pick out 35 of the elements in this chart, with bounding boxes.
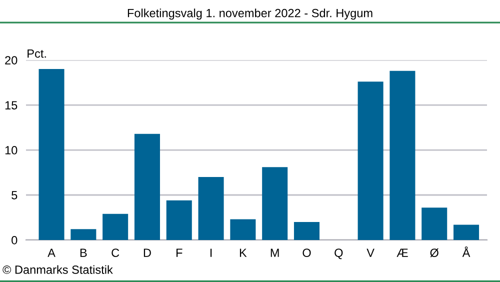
x-tick-label: B: [80, 248, 87, 257]
bar: [294, 222, 320, 240]
x-tick-label: A: [48, 248, 56, 257]
x-tick-label: F: [176, 248, 182, 257]
x-tick-label: C: [112, 248, 120, 257]
y-tick-label: 10: [5, 146, 18, 154]
x-tick-label: Å: [462, 246, 470, 257]
x-tick-label: Æ: [396, 248, 408, 257]
x-tick-label: Ø: [430, 248, 439, 258]
x-tick-label: V: [366, 248, 374, 257]
bar: [38, 69, 64, 240]
x-tick-label: K: [240, 248, 247, 257]
x-tick-label: M: [270, 248, 279, 257]
x-tick-label: O: [302, 248, 311, 257]
bar: [230, 219, 256, 240]
bar: [454, 224, 480, 240]
chart-title: Folketingsvalg 1. november 2022 - Sdr. Hygum: [128, 8, 372, 20]
y-tick-label: 20: [5, 56, 18, 64]
y-tick-label: 15: [5, 101, 18, 110]
bar: [198, 177, 224, 240]
bar: [166, 200, 192, 240]
y-tick-label: 0: [12, 236, 18, 244]
x-tick-label: Q: [334, 248, 343, 260]
bar: [262, 167, 288, 240]
x-tick-label: D: [144, 248, 151, 257]
y-axis-title: Pct.: [28, 49, 46, 58]
y-tick-label: 5: [12, 191, 18, 200]
bar: [70, 229, 96, 240]
bar: [422, 208, 448, 240]
bar: [390, 70, 416, 240]
bar: [102, 214, 128, 240]
x-tick-label: I: [210, 248, 212, 257]
bar: [358, 82, 384, 240]
text: © Danmarks Statistik: [2, 265, 113, 274]
bar: [134, 134, 160, 240]
